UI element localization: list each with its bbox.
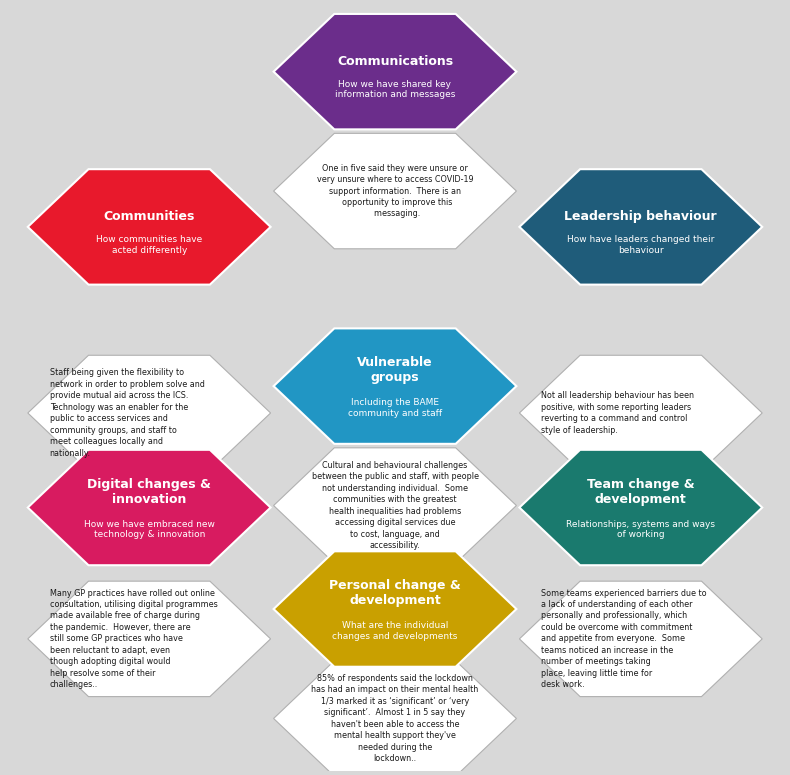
- Text: One in five said they were unsure or
very unsure where to access COVID-19
suppor: One in five said they were unsure or ver…: [317, 164, 473, 219]
- Text: Staff being given the flexibility to
network in order to problem solve and
provi: Staff being given the flexibility to net…: [50, 368, 205, 457]
- Polygon shape: [28, 355, 271, 470]
- Text: Digital changes &
innovation: Digital changes & innovation: [87, 477, 211, 505]
- Polygon shape: [273, 661, 517, 775]
- Text: 85% of respondents said the lockdown
has had an impact on their mental health
1/: 85% of respondents said the lockdown has…: [311, 674, 479, 763]
- Text: Cultural and behavioural challenges
between the public and staff, with people
no: Cultural and behavioural challenges betw…: [311, 461, 479, 550]
- Polygon shape: [273, 448, 517, 563]
- Polygon shape: [28, 581, 271, 697]
- Text: What are the individual
changes and developments: What are the individual changes and deve…: [333, 622, 457, 641]
- Text: Leadership behaviour: Leadership behaviour: [565, 211, 717, 223]
- Text: How we have embraced new
technology & innovation: How we have embraced new technology & in…: [84, 520, 215, 539]
- Polygon shape: [28, 449, 271, 565]
- Text: Including the BAME
community and staff: Including the BAME community and staff: [348, 398, 442, 418]
- Polygon shape: [273, 133, 517, 249]
- Polygon shape: [273, 14, 517, 129]
- Text: Not all leadership behaviour has been
positive, with some reporting leaders
reve: Not all leadership behaviour has been po…: [541, 391, 694, 435]
- Polygon shape: [519, 355, 762, 470]
- Polygon shape: [28, 169, 271, 284]
- Text: How we have shared key
information and messages: How we have shared key information and m…: [335, 80, 455, 99]
- Polygon shape: [273, 329, 517, 444]
- Text: Vulnerable
groups: Vulnerable groups: [357, 356, 433, 384]
- Text: Team change &
development: Team change & development: [587, 477, 694, 505]
- Polygon shape: [519, 449, 762, 565]
- Text: How have leaders changed their
behaviour: How have leaders changed their behaviour: [567, 235, 714, 254]
- Polygon shape: [273, 551, 517, 666]
- Text: Relationships, systems and ways
of working: Relationships, systems and ways of worki…: [566, 520, 715, 539]
- Text: How communities have
acted differently: How communities have acted differently: [96, 235, 202, 254]
- Text: Some teams experienced barriers due to
a lack of understanding of each other
per: Some teams experienced barriers due to a…: [541, 588, 707, 689]
- Polygon shape: [519, 581, 762, 697]
- Text: Many GP practices have rolled out online
consultation, utilising digital program: Many GP practices have rolled out online…: [50, 588, 217, 689]
- Text: Communities: Communities: [103, 211, 195, 223]
- Polygon shape: [519, 169, 762, 284]
- Text: Communications: Communications: [337, 55, 453, 68]
- Text: Personal change &
development: Personal change & development: [329, 579, 461, 607]
